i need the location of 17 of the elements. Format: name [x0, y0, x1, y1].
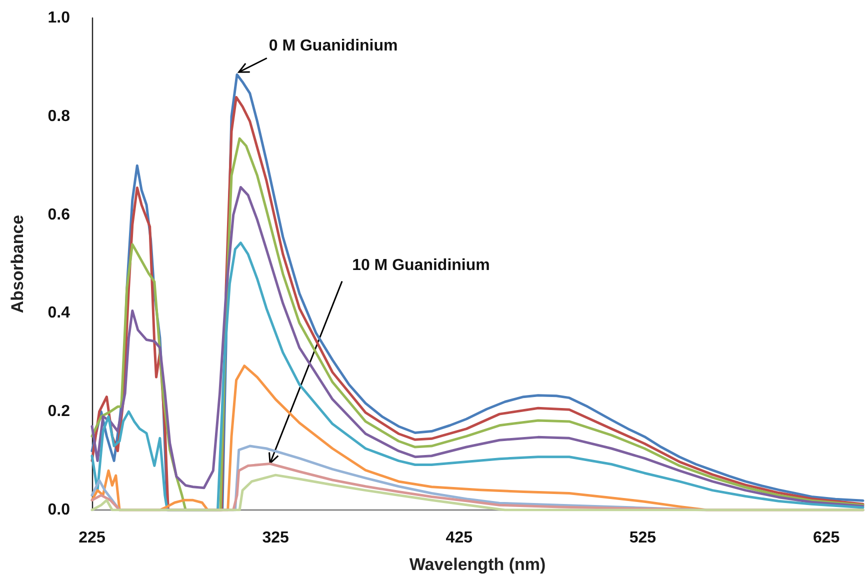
- x-tick-label: 225: [78, 530, 106, 546]
- x-tick-label: 625: [812, 530, 840, 546]
- line-series: [90, 242, 864, 512]
- annotation: 0 M Guanidinium: [268, 38, 398, 55]
- y-tick-label: 0.6: [48, 206, 70, 224]
- x-axis-title: Wavelength (nm): [409, 555, 546, 574]
- x-tick-label: 525: [629, 530, 656, 546]
- y-tick-label: 0.8: [48, 108, 70, 125]
- annotation: 10 M Guanidinium: [352, 256, 490, 274]
- y-axis-title: Absorbance: [8, 214, 27, 314]
- y-tick-label: 0.0: [48, 502, 70, 518]
- x-tick-label: 325: [262, 530, 290, 546]
- x-tick-label: 425: [446, 530, 473, 546]
- y-tick-label: 1.0: [48, 10, 70, 26]
- y-tick-label: 0.2: [48, 403, 70, 420]
- line-series: [90, 474, 864, 512]
- y-tick-label: 0.4: [48, 304, 70, 322]
